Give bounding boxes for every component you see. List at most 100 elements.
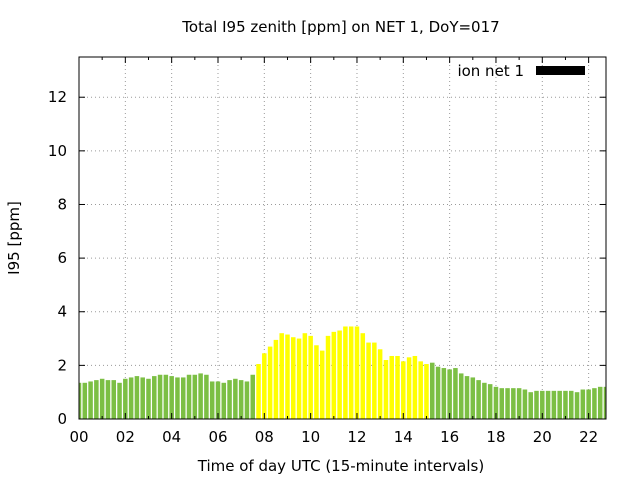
x-tick-label: 04 — [162, 428, 181, 446]
bar — [511, 388, 516, 419]
bar — [406, 357, 412, 419]
bar — [209, 381, 215, 419]
bar — [134, 376, 140, 419]
bar — [302, 333, 308, 419]
bar — [128, 377, 134, 419]
bar — [522, 389, 528, 419]
bar — [430, 362, 435, 419]
y-tick-label: 0 — [57, 410, 67, 428]
x-tick-label: 12 — [347, 428, 366, 446]
bar — [412, 355, 418, 419]
bar — [389, 355, 394, 419]
bar — [528, 392, 533, 419]
bar — [505, 388, 510, 419]
bar — [79, 382, 82, 419]
bar — [291, 337, 296, 419]
bar — [227, 380, 232, 419]
bar — [540, 390, 545, 419]
legend-swatch — [536, 66, 585, 75]
bar — [401, 361, 406, 419]
x-tick-label: 22 — [579, 428, 598, 446]
x-tick-label: 16 — [440, 428, 459, 446]
bar — [146, 378, 151, 419]
bar — [82, 382, 88, 419]
bar — [354, 326, 360, 419]
bar — [545, 390, 551, 419]
legend-label: ion net 1 — [457, 62, 524, 80]
x-tick-label: 00 — [69, 428, 88, 446]
y-tick-label: 6 — [57, 249, 67, 267]
x-tick-label: 06 — [208, 428, 227, 446]
y-tick-label: 2 — [57, 356, 67, 374]
bar — [117, 382, 122, 419]
bar — [169, 376, 174, 419]
bar — [435, 366, 441, 419]
bar — [447, 369, 452, 419]
bar — [105, 380, 111, 419]
bar — [314, 345, 319, 419]
x-axis-label: Time of day UTC (15-minute intervals) — [197, 457, 484, 475]
bar — [325, 335, 331, 419]
x-tick-label: 20 — [533, 428, 552, 446]
bar — [152, 376, 157, 419]
bar — [198, 373, 203, 419]
bar — [319, 350, 325, 419]
bar — [458, 373, 464, 419]
bar — [244, 381, 250, 419]
bar — [233, 378, 238, 419]
bar — [418, 361, 423, 419]
bar — [441, 368, 447, 419]
y-tick-label: 12 — [48, 88, 67, 106]
bar — [464, 376, 470, 419]
bar — [123, 378, 128, 419]
bar — [221, 382, 227, 419]
bar — [603, 386, 606, 419]
bar — [296, 338, 302, 419]
bar — [285, 334, 290, 419]
x-tick-label: 10 — [301, 428, 320, 446]
bar — [366, 342, 371, 419]
bar — [186, 374, 192, 419]
bar — [215, 381, 221, 419]
bar — [238, 380, 244, 419]
bar — [180, 377, 186, 419]
x-tick-label: 02 — [116, 428, 135, 446]
bar — [592, 388, 597, 419]
bar — [487, 384, 493, 419]
bar — [337, 330, 342, 419]
bar — [192, 374, 198, 419]
bar — [94, 380, 99, 419]
bar — [493, 386, 499, 419]
bar — [551, 390, 557, 419]
bars — [79, 326, 606, 419]
grid — [79, 57, 606, 419]
bar — [204, 374, 209, 419]
bar — [343, 326, 348, 419]
bar — [360, 333, 366, 419]
x-tick-label: 08 — [255, 428, 274, 446]
legend: ion net 1 — [457, 62, 585, 80]
bar — [279, 333, 284, 419]
bar — [482, 382, 487, 419]
y-tick-label: 4 — [57, 303, 67, 321]
bar — [597, 386, 603, 419]
x-tick-label: 18 — [486, 428, 505, 446]
bar — [250, 374, 255, 419]
plot-frame — [78, 56, 607, 420]
bar — [273, 339, 279, 419]
x-tick-label: 14 — [394, 428, 413, 446]
bar — [574, 392, 580, 419]
bar — [111, 380, 117, 419]
bar — [262, 353, 267, 419]
bar — [175, 377, 180, 419]
bar — [557, 390, 562, 419]
bar — [580, 389, 586, 419]
y-axis-label: I95 [ppm] — [5, 201, 23, 275]
bar — [88, 381, 93, 419]
bar — [563, 390, 568, 419]
bar — [586, 389, 591, 419]
bar — [308, 335, 313, 419]
y-tick-label: 8 — [57, 195, 67, 213]
